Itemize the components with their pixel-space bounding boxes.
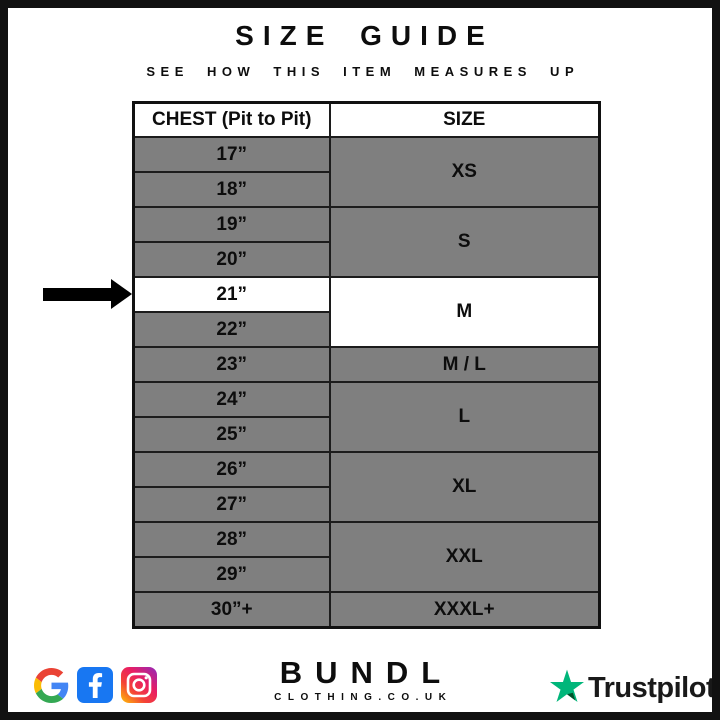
table-row: 28” XXL <box>132 521 601 593</box>
table-row: 20” <box>132 241 600 278</box>
table-row: 18” <box>132 171 600 208</box>
size-cell: M / L <box>328 346 601 383</box>
table-row: 22” <box>132 311 600 348</box>
chest-cell: 25” <box>132 416 331 453</box>
table-row: 24” L <box>132 381 601 453</box>
trustpilot-star-icon <box>550 669 584 708</box>
table-row: 30”+ XXXL+ <box>132 591 601 629</box>
social-icons-group <box>34 667 157 703</box>
brand-name: BUNDL <box>279 655 454 690</box>
facebook-icon[interactable] <box>77 667 113 703</box>
chest-cell: 17” <box>132 136 331 173</box>
table-row: 26” XL <box>132 451 601 523</box>
instagram-icon[interactable] <box>121 667 157 703</box>
page-subtitle: SEE HOW THIS ITEM MEASURES UP <box>146 64 580 79</box>
table-row: 17” XS <box>132 136 601 208</box>
arrow-shaft <box>43 287 111 301</box>
size-cell: XS <box>328 136 601 208</box>
size-cell: L <box>328 381 601 453</box>
chest-cell: 28” <box>132 521 331 558</box>
chest-cell: 29” <box>132 556 331 593</box>
google-icon[interactable] <box>34 667 69 703</box>
chest-cell: 18” <box>132 171 331 208</box>
chest-cell: 30”+ <box>132 591 331 629</box>
table-row: 27” <box>132 486 600 523</box>
table-header-row: CHEST (Pit to Pit) SIZE <box>132 101 601 138</box>
arrow-head <box>111 279 132 309</box>
table-row: 19” S <box>132 206 601 278</box>
page-title: SIZE GUIDE <box>235 20 494 51</box>
brand-logo: BUNDL CLOTHING.CO.UK <box>8 657 712 703</box>
table-row: 29” <box>132 556 600 593</box>
chest-cell: 26” <box>132 451 331 488</box>
size-cell: S <box>328 206 601 278</box>
highlight-arrow-icon <box>43 279 132 309</box>
table-row: 25” <box>132 416 600 453</box>
chest-cell: 20” <box>132 241 331 278</box>
chest-column-header: CHEST (Pit to Pit) <box>132 101 331 138</box>
chest-cell: 27” <box>132 486 331 523</box>
size-cell: M <box>328 276 601 348</box>
size-cell: XXXL+ <box>328 591 601 629</box>
size-cell: XL <box>328 451 601 523</box>
size-table: CHEST (Pit to Pit) SIZE 17” XS 18” 19” S 20” 2… <box>132 101 601 629</box>
chest-cell: 21” <box>132 276 331 313</box>
size-table-container: CHEST (Pit to Pit) SIZE 17” XS 18” 19” S 20” 2… <box>132 101 601 629</box>
chest-cell: 22” <box>132 311 331 348</box>
table-row: 23” M / L <box>132 346 601 383</box>
chest-cell: 19” <box>132 206 331 243</box>
brand-domain: CLOTHING.CO.UK <box>274 692 453 703</box>
size-cell: XXL <box>328 521 601 593</box>
chest-cell: 23” <box>132 346 331 383</box>
trustpilot-wordmark: Trustpilot <box>588 672 716 705</box>
chest-cell: 24” <box>132 381 331 418</box>
trustpilot-logo[interactable]: Trustpilot <box>550 669 716 708</box>
size-column-header: SIZE <box>328 101 601 138</box>
table-row: 21” M <box>132 276 601 348</box>
